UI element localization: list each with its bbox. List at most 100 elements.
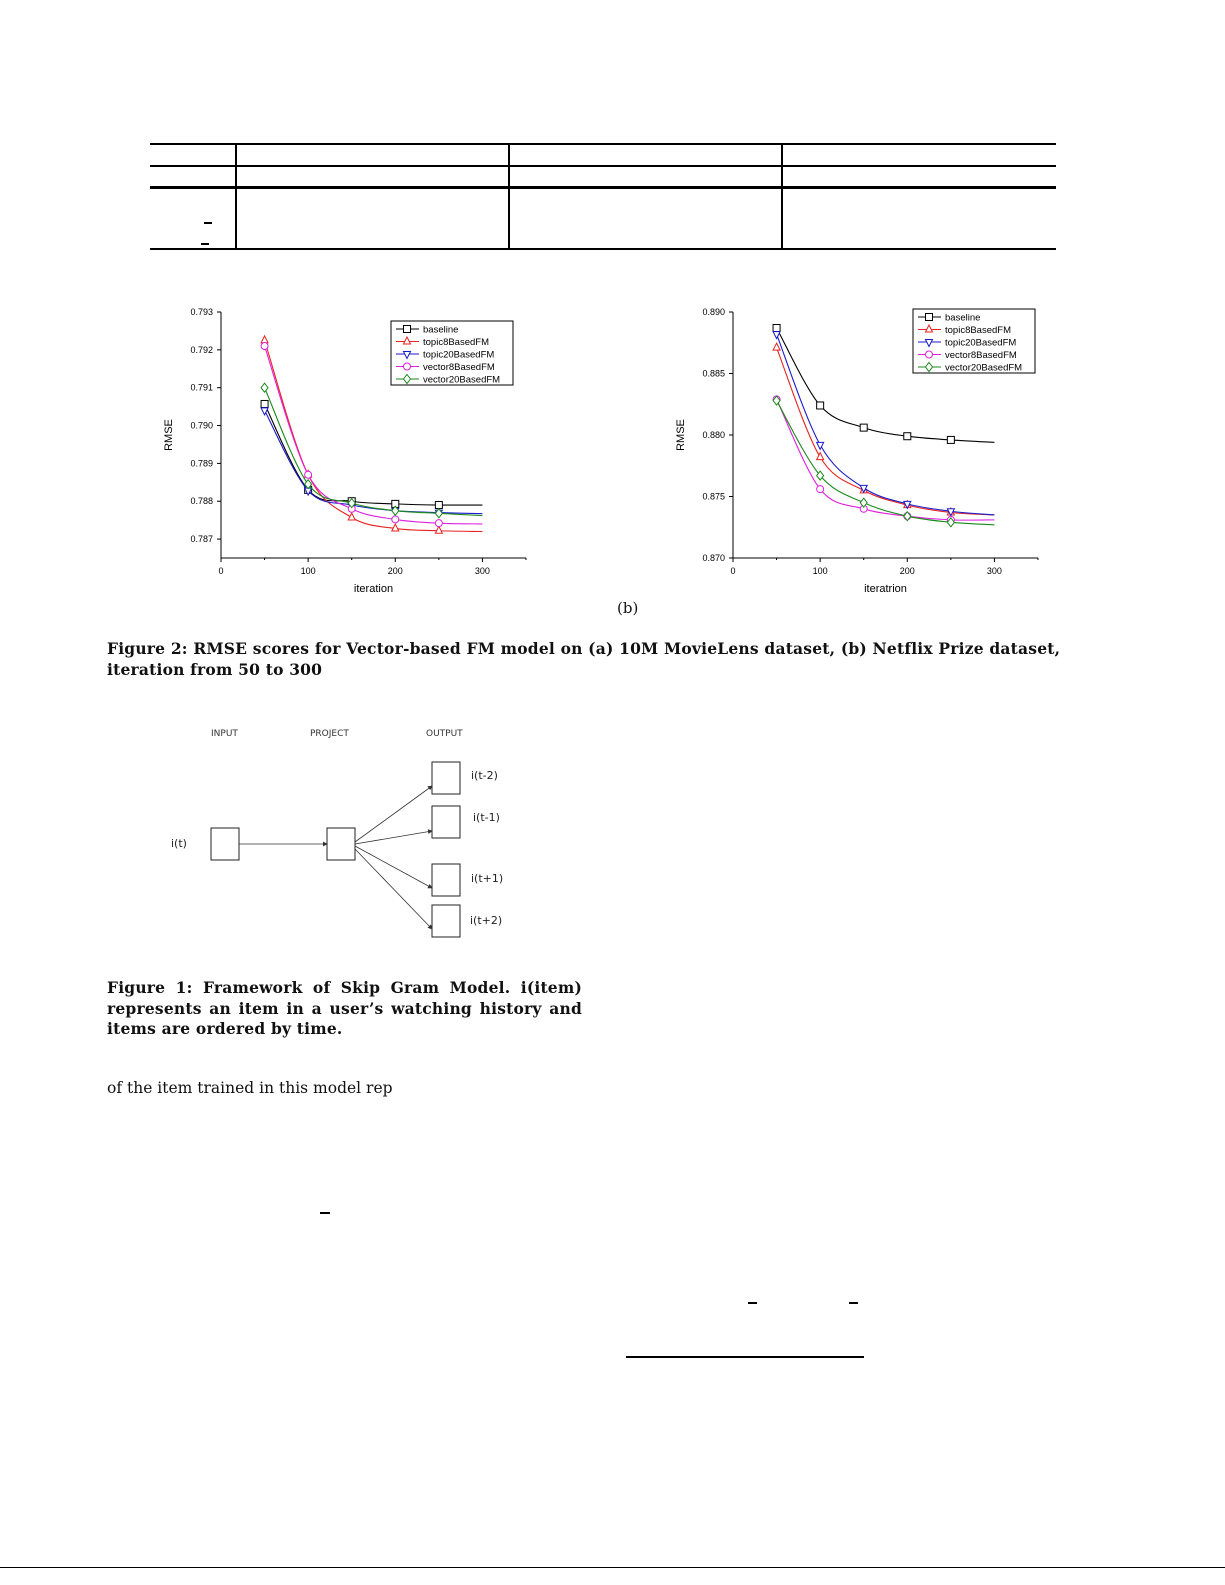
marker-triangle-down bbox=[946, 508, 956, 517]
marker-circle bbox=[925, 350, 933, 359]
math-bar bbox=[748, 1302, 757, 1304]
marker-triangle-down bbox=[815, 441, 825, 451]
page-bottom-rule bbox=[0, 1567, 1225, 1568]
table-rule bbox=[150, 165, 1056, 167]
figure-1-caption: Figure 1: Framework of Skip Gram Model. … bbox=[107, 978, 582, 1038]
y-tick-label: 0.789 bbox=[190, 458, 213, 468]
legend-label: baseline bbox=[423, 325, 458, 336]
output-node bbox=[431, 863, 461, 897]
marker-circle bbox=[304, 470, 313, 479]
table-col-divider bbox=[508, 143, 510, 250]
output-label: i(t+1) bbox=[471, 872, 504, 885]
marker-diamond bbox=[391, 505, 400, 517]
figure-2-caption: Figure 2: RMSE scores for Vector-based F… bbox=[107, 639, 1061, 679]
series-vector20BasedFM bbox=[260, 382, 483, 519]
x-tick-label: 100 bbox=[813, 566, 828, 576]
output-node bbox=[431, 805, 461, 839]
project-header: PROJECT bbox=[310, 729, 349, 739]
marker-square bbox=[903, 432, 912, 441]
series-vector8BasedFM bbox=[260, 342, 483, 528]
marker-triangle-down bbox=[902, 500, 912, 510]
output-label: i(t+2) bbox=[470, 914, 503, 927]
legend-label: baseline bbox=[945, 313, 980, 324]
marker-triangle-up bbox=[772, 342, 781, 351]
math-bar bbox=[320, 1212, 330, 1214]
marker-diamond bbox=[924, 361, 934, 373]
y-tick-label: 0.885 bbox=[702, 369, 725, 379]
marker-square bbox=[816, 401, 825, 410]
y-tick-label: 0.791 bbox=[190, 383, 213, 393]
y-tick-label: 0.792 bbox=[190, 345, 213, 355]
legend-box bbox=[390, 320, 514, 386]
x-axis-label: iteratrion bbox=[864, 583, 907, 595]
marker-triangle-down bbox=[402, 351, 412, 360]
output-node bbox=[431, 904, 461, 938]
marker-diamond bbox=[434, 508, 443, 519]
marker-triangle-down bbox=[260, 407, 269, 417]
marker-triangle-down bbox=[859, 484, 869, 494]
legend-label: vector20BasedFM bbox=[423, 375, 500, 386]
y-tick-label: 0.790 bbox=[190, 421, 213, 431]
arrow bbox=[354, 845, 433, 889]
marker-diamond bbox=[347, 497, 356, 509]
y-tick-label: 0.880 bbox=[702, 430, 725, 440]
y-tick-label: 0.787 bbox=[190, 534, 213, 544]
output-label: i(t-1) bbox=[473, 811, 500, 824]
chart-movielens: 0 100 200 300 0.787 0.788 0.789 0.790 0.791 0.792… bbox=[163, 307, 527, 595]
marker-triangle-up bbox=[924, 323, 934, 333]
legend-label: vector8BasedFM bbox=[423, 362, 495, 373]
legend-label: topic8BasedFM bbox=[945, 325, 1011, 336]
marker-diamond bbox=[304, 478, 313, 490]
table-col-divider bbox=[235, 143, 237, 250]
arrow bbox=[354, 829, 433, 845]
legend-label: topic8BasedFM bbox=[423, 337, 489, 348]
y-axis-label: RMSE bbox=[163, 419, 175, 451]
series-line bbox=[776, 400, 995, 526]
y-tick-label: 0.793 bbox=[190, 307, 213, 317]
x-tick-label: 0 bbox=[730, 566, 735, 576]
input-node bbox=[210, 827, 240, 861]
table-bottom-rule bbox=[150, 248, 1056, 250]
marker-circle bbox=[816, 485, 825, 494]
table-top-rule bbox=[150, 143, 1056, 145]
x-tick-label: 100 bbox=[301, 566, 316, 576]
output-label: i(t-2) bbox=[471, 769, 498, 782]
y-tick-label: 0.788 bbox=[190, 496, 213, 506]
legend-label: topic20BasedFM bbox=[423, 350, 494, 361]
legend-box bbox=[912, 308, 1036, 374]
table-dash bbox=[204, 222, 212, 224]
legend-label: vector20BasedFM bbox=[945, 363, 1022, 374]
x-tick-label: 200 bbox=[900, 566, 915, 576]
diagram-graphics bbox=[210, 761, 461, 938]
marker-triangle-up bbox=[434, 525, 444, 534]
x-tick-label: 300 bbox=[475, 566, 490, 576]
chart-netflix: 0 100 200 300 0.870 0.875 0.880 0.885 0.890 itera… bbox=[675, 307, 1039, 595]
marker-circle bbox=[434, 519, 443, 528]
arrow bbox=[354, 848, 433, 930]
legend-label: topic20BasedFM bbox=[945, 338, 1016, 349]
x-tick-label: 300 bbox=[987, 566, 1002, 576]
arrow bbox=[354, 785, 433, 843]
output-header: OUTPUT bbox=[426, 729, 463, 739]
y-tick-label: 0.875 bbox=[702, 492, 725, 502]
x-tick-label: 0 bbox=[218, 566, 223, 576]
marker-square bbox=[859, 423, 868, 432]
projection-node bbox=[326, 827, 356, 861]
input-header: INPUT bbox=[211, 729, 238, 739]
y-axis-label: RMSE bbox=[675, 419, 687, 451]
y-tick-label: 0.870 bbox=[702, 553, 725, 563]
marker-square bbox=[946, 435, 955, 444]
x-tick-label: 200 bbox=[388, 566, 403, 576]
fraction-rule bbox=[626, 1356, 864, 1358]
x-axis-label: iteration bbox=[354, 583, 393, 595]
marker-square bbox=[925, 313, 933, 321]
marker-circle bbox=[403, 362, 411, 371]
math-bar bbox=[849, 1302, 858, 1304]
body-text: of the item trained in this model rep bbox=[107, 1079, 393, 1097]
marker-square bbox=[403, 325, 411, 333]
marker-triangle-down bbox=[772, 331, 781, 340]
series-topic20BasedFM bbox=[772, 331, 995, 517]
marker-diamond bbox=[859, 497, 868, 508]
